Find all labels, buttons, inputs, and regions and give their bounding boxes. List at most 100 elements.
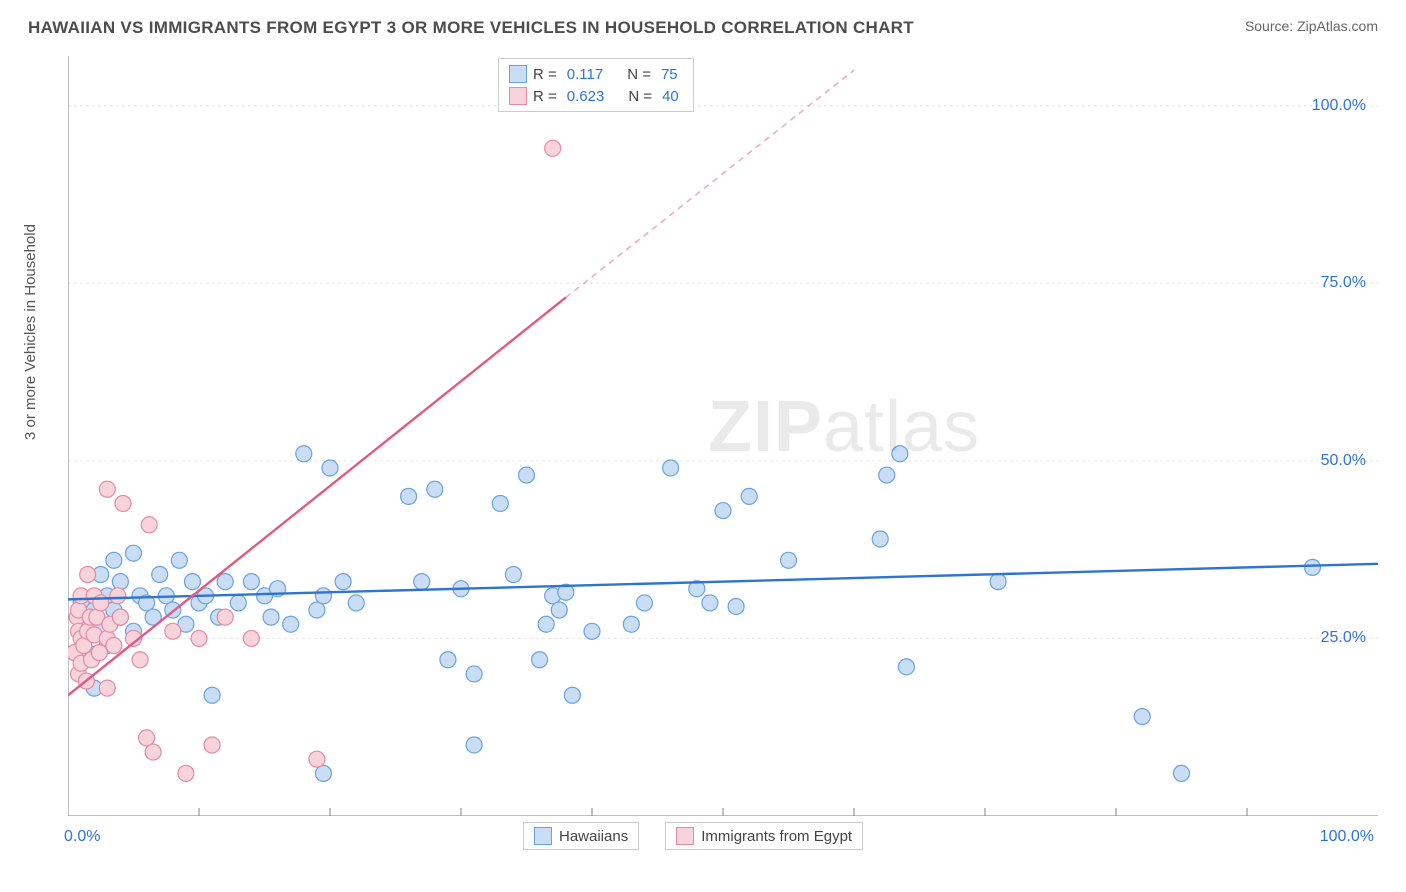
legend-swatch	[509, 65, 527, 83]
y-tick-label: 25.0%	[1321, 629, 1366, 647]
data-point	[538, 616, 554, 632]
data-point	[532, 652, 548, 668]
data-point	[283, 616, 299, 632]
data-point	[217, 574, 233, 590]
x-tick-label: 100.0%	[1320, 828, 1374, 846]
data-point	[99, 481, 115, 497]
data-point	[171, 552, 187, 568]
data-point	[519, 467, 535, 483]
data-point	[191, 630, 207, 646]
data-point	[217, 609, 233, 625]
series-legend-item: Hawaiians	[523, 822, 639, 850]
legend-swatch	[676, 827, 694, 845]
data-point	[872, 531, 888, 547]
data-point	[322, 460, 338, 476]
data-point	[636, 595, 652, 611]
data-point	[145, 744, 161, 760]
data-point	[663, 460, 679, 476]
data-point	[263, 609, 279, 625]
stat-r-label: R =	[533, 66, 557, 83]
data-point	[335, 574, 351, 590]
data-point	[728, 598, 744, 614]
data-point	[126, 545, 142, 561]
data-point	[1134, 709, 1150, 725]
stat-n-label: N =	[628, 88, 652, 105]
data-point	[879, 467, 895, 483]
stats-row: R = 0.623 N = 40	[505, 85, 687, 107]
legend-swatch	[534, 827, 552, 845]
data-point	[315, 765, 331, 781]
data-point	[401, 488, 417, 504]
stat-n-label: N =	[627, 66, 651, 83]
data-point	[309, 751, 325, 767]
data-point	[348, 595, 364, 611]
chart-title: HAWAIIAN VS IMMIGRANTS FROM EGYPT 3 OR M…	[28, 18, 914, 38]
stat-n-value: 75	[657, 66, 682, 83]
data-point	[892, 446, 908, 462]
data-point	[741, 488, 757, 504]
data-point	[584, 623, 600, 639]
data-point	[132, 652, 148, 668]
series-name: Hawaiians	[559, 828, 628, 845]
x-tick-label: 0.0%	[64, 828, 100, 846]
data-point	[296, 446, 312, 462]
data-point	[230, 595, 246, 611]
data-point	[204, 737, 220, 753]
scatter-plot-svg	[68, 56, 1378, 816]
data-point	[551, 602, 567, 618]
data-point	[466, 666, 482, 682]
source-label: Source: ZipAtlas.com	[1245, 18, 1378, 34]
series-name: Immigrants from Egypt	[701, 828, 852, 845]
y-tick-label: 100.0%	[1312, 97, 1366, 115]
data-point	[1305, 559, 1321, 575]
y-axis-label: 3 or more Vehicles in Household	[22, 224, 39, 440]
y-tick-label: 50.0%	[1321, 452, 1366, 470]
data-point	[898, 659, 914, 675]
legend-swatch	[509, 87, 527, 105]
data-point	[564, 687, 580, 703]
stats-legend: R = 0.117 N = 75 R = 0.623 N = 40	[498, 58, 694, 112]
data-point	[165, 623, 181, 639]
series-legend: Hawaiians Immigrants from Egypt	[523, 822, 863, 850]
data-point	[315, 588, 331, 604]
data-point	[702, 595, 718, 611]
data-point	[1174, 765, 1190, 781]
data-point	[545, 140, 561, 156]
data-point	[715, 503, 731, 519]
data-point	[106, 638, 122, 654]
data-point	[466, 737, 482, 753]
stats-row: R = 0.117 N = 75	[505, 63, 687, 85]
data-point	[139, 730, 155, 746]
data-point	[80, 567, 96, 583]
data-point	[152, 567, 168, 583]
series-legend-item: Immigrants from Egypt	[665, 822, 863, 850]
stat-r-label: R =	[533, 88, 557, 105]
data-point	[106, 552, 122, 568]
data-point	[115, 495, 131, 511]
data-point	[141, 517, 157, 533]
data-point	[110, 588, 126, 604]
data-point	[309, 602, 325, 618]
stat-r-value: 0.623	[563, 88, 609, 105]
data-point	[623, 616, 639, 632]
data-point	[99, 680, 115, 696]
stat-n-value: 40	[658, 88, 683, 105]
data-point	[990, 574, 1006, 590]
data-point	[440, 652, 456, 668]
data-point	[178, 765, 194, 781]
data-point	[243, 630, 259, 646]
chart-area: ZIPatlas R =0.117N =75R =0.623N =40 25.0…	[68, 56, 1378, 816]
data-point	[112, 574, 128, 590]
data-point	[414, 574, 430, 590]
data-point	[781, 552, 797, 568]
data-point	[91, 645, 107, 661]
data-point	[184, 574, 200, 590]
data-point	[505, 567, 521, 583]
data-point	[492, 495, 508, 511]
data-point	[243, 574, 259, 590]
y-tick-label: 75.0%	[1321, 274, 1366, 292]
data-point	[427, 481, 443, 497]
data-point	[112, 609, 128, 625]
data-point	[204, 687, 220, 703]
stat-r-value: 0.117	[563, 66, 607, 83]
